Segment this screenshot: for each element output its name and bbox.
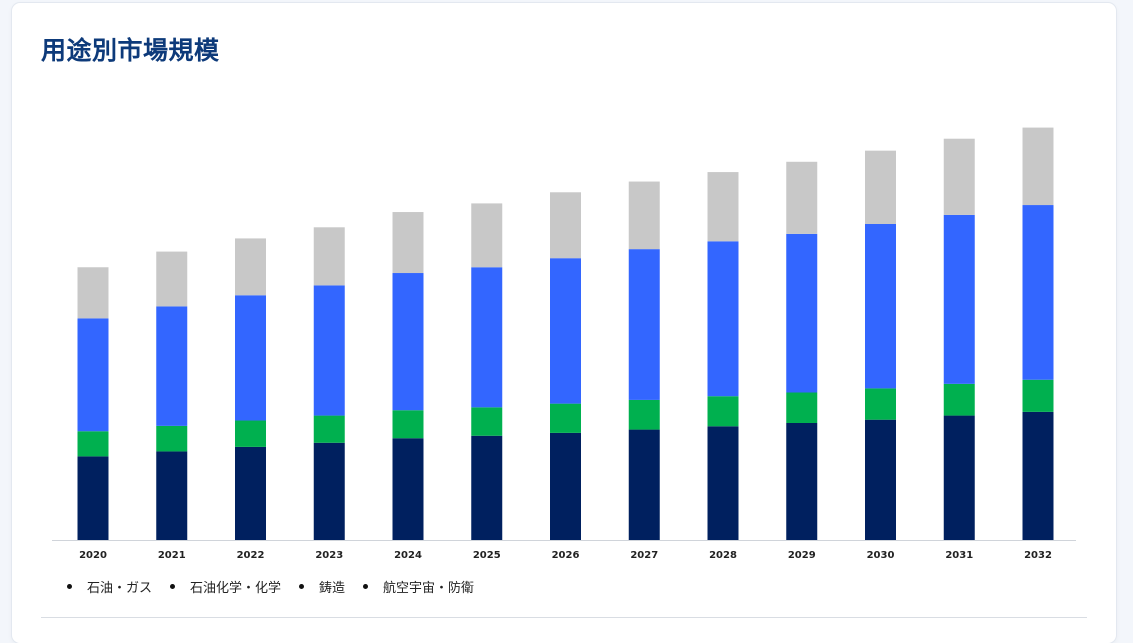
x-tick-label: 2021 xyxy=(158,550,186,561)
bar-segment[interactable] xyxy=(943,415,975,540)
bar-segment[interactable] xyxy=(865,419,896,540)
legend-bullet-icon xyxy=(299,584,305,589)
bar-segment[interactable] xyxy=(77,318,109,432)
bar-segment[interactable] xyxy=(707,241,739,397)
bar-segment[interactable] xyxy=(471,203,503,268)
bar-segment[interactable] xyxy=(550,258,581,404)
bar-segment[interactable] xyxy=(865,388,896,420)
bar-segment[interactable] xyxy=(313,442,345,540)
bar-segment[interactable] xyxy=(313,285,345,416)
bar-segment[interactable] xyxy=(786,392,818,423)
bar-segment[interactable] xyxy=(628,429,660,540)
bar-segment[interactable] xyxy=(707,172,739,242)
bar-segment[interactable] xyxy=(156,425,188,452)
bar-segment[interactable] xyxy=(392,273,424,411)
bar-segment[interactable] xyxy=(1022,205,1054,380)
legend-label: 航空宇宙・防衛 xyxy=(383,581,475,596)
legend-bullet-icon xyxy=(170,584,176,589)
x-tick-label: 2029 xyxy=(788,550,816,561)
bar-segment[interactable] xyxy=(156,251,188,307)
legend-label: 石油・ガス xyxy=(87,581,153,596)
bar-segment[interactable] xyxy=(77,431,109,457)
x-tick-label: 2025 xyxy=(473,550,501,561)
bar-segment[interactable] xyxy=(865,150,896,224)
x-tick-label: 2028 xyxy=(709,550,737,561)
x-tick-label: 2024 xyxy=(394,550,422,561)
bar-segment[interactable] xyxy=(235,295,266,421)
x-tick-label: 2031 xyxy=(945,550,973,561)
x-tick-label: 2027 xyxy=(630,550,658,561)
bar-segment[interactable] xyxy=(471,435,503,540)
bar-segment[interactable] xyxy=(550,192,581,259)
bar-segment[interactable] xyxy=(77,456,109,540)
bar-segment[interactable] xyxy=(628,399,660,430)
chart-card: 用途別市場規模 2020 2021 2022 2023 2024 2025 2026 2027… xyxy=(12,3,1116,643)
legend-label: 石油化学・化学 xyxy=(190,581,282,596)
x-tick-label: 2026 xyxy=(552,550,580,561)
bar-segment[interactable] xyxy=(550,432,581,540)
legend-bullet-icon xyxy=(363,584,369,589)
bar-segment[interactable] xyxy=(1022,379,1054,412)
bar-segment[interactable] xyxy=(707,396,739,427)
bar-segment[interactable] xyxy=(313,227,345,286)
bar-segment[interactable] xyxy=(471,407,503,436)
x-tick-label: 2020 xyxy=(79,550,107,561)
chart-legend: 石油・ガス 石油化学・化学 鋳造 航空宇宙・防衛 xyxy=(67,577,474,596)
legend-bullet-icon xyxy=(67,584,72,589)
bar-segment[interactable] xyxy=(550,403,581,433)
bar-segment[interactable] xyxy=(707,426,739,540)
x-tick-label: 2030 xyxy=(867,550,895,561)
bar-segment[interactable] xyxy=(1022,411,1054,540)
x-tick-label: 2022 xyxy=(237,550,265,561)
bar-segment[interactable] xyxy=(786,422,818,540)
bar-segment[interactable] xyxy=(628,181,660,250)
bar-segment[interactable] xyxy=(786,161,818,234)
bar-segment[interactable] xyxy=(392,212,424,274)
bar-segment[interactable] xyxy=(156,306,188,426)
bar-segment[interactable] xyxy=(943,383,975,416)
bar-segment[interactable] xyxy=(392,410,424,439)
bar-segment[interactable] xyxy=(943,214,975,384)
bar-segment[interactable] xyxy=(313,415,345,443)
divider xyxy=(41,617,1087,618)
page-title: 用途別市場規模 xyxy=(41,36,220,65)
x-tick-label: 2032 xyxy=(1024,550,1052,561)
bar-segment[interactable] xyxy=(235,446,266,540)
legend-item-casting[interactable]: 鋳造 xyxy=(299,577,345,596)
legend-item-petrochemical[interactable]: 石油化学・化学 xyxy=(170,577,281,596)
bar-segment[interactable] xyxy=(865,223,896,389)
bar-segment[interactable] xyxy=(235,420,266,447)
bar-segment[interactable] xyxy=(943,138,975,215)
bar-segment[interactable] xyxy=(156,451,188,540)
bar-segment[interactable] xyxy=(786,233,818,393)
bar-segment[interactable] xyxy=(77,267,109,319)
legend-item-aerospace-defense[interactable]: 航空宇宙・防衛 xyxy=(363,577,474,596)
bar-segment[interactable] xyxy=(1022,127,1054,206)
bar-segment[interactable] xyxy=(471,267,503,408)
bar-segment[interactable] xyxy=(235,238,266,296)
legend-item-oil-gas[interactable]: 石油・ガス xyxy=(67,577,152,596)
stacked-bar-chart: 2020 2021 2022 2023 2024 2025 2026 2027 2028 2029… xyxy=(52,127,1076,561)
x-tick-label: 2023 xyxy=(315,550,343,561)
bar-segment[interactable] xyxy=(628,249,660,400)
bar-segment[interactable] xyxy=(392,438,424,540)
legend-label: 鋳造 xyxy=(319,581,346,596)
